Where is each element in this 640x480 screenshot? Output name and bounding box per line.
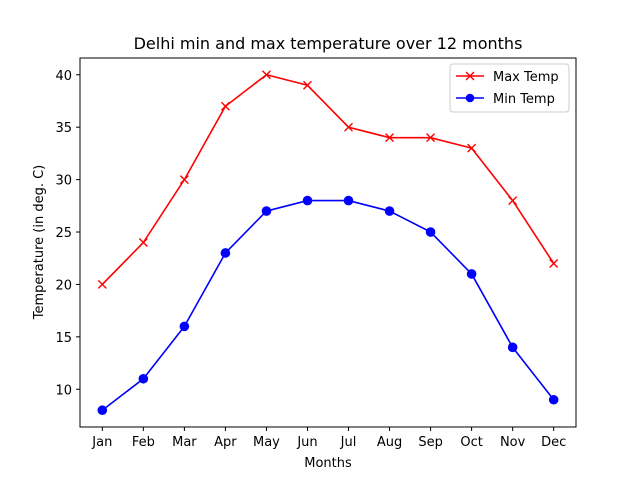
legend-x-marker (465, 71, 475, 81)
y-tick-label: 35 (55, 121, 72, 136)
data-point-x-marker (549, 258, 559, 268)
y-tick-label: 20 (55, 278, 72, 293)
data-point-x-marker (261, 70, 271, 80)
data-point-circle-marker (220, 248, 231, 258)
y-tick-label: 25 (55, 226, 72, 241)
data-point-circle-marker (261, 206, 272, 216)
y-tick-label: 30 (55, 174, 72, 189)
x-tick-label: Jul (340, 435, 357, 450)
data-point-x-marker (508, 196, 518, 206)
x-tick-label: Apr (214, 435, 237, 450)
y-tick-label: 10 (55, 383, 72, 398)
y-tick-label: 15 (55, 331, 72, 346)
data-point-circle-marker (548, 394, 559, 405)
x-tick-label: Feb (132, 435, 155, 450)
data-point-x-marker (467, 143, 477, 153)
chart-title: Delhi min and max temperature over 12 mo… (134, 34, 523, 53)
x-tick-label: Sep (418, 435, 443, 450)
data-point-x-marker (138, 238, 148, 247)
data-point-circle-marker (425, 227, 436, 237)
x-axis-label: Months (304, 456, 352, 471)
data-point-circle-marker (343, 195, 354, 206)
data-point-circle-marker (302, 195, 313, 206)
data-point-x-marker (220, 101, 230, 111)
y-axis-label: Temperature (in deg. C) (32, 165, 47, 320)
legend: Max Temp Min Temp (449, 63, 570, 113)
x-tick-label: Mar (172, 435, 197, 450)
data-point-x-marker (426, 133, 436, 143)
x-tick-label: Jan (91, 435, 112, 450)
data-point-circle-marker (466, 269, 477, 279)
plot-frame (79, 57, 577, 428)
legend-label: Max Temp (493, 70, 559, 85)
data-point-circle-marker (97, 405, 108, 416)
legend-circle-marker (465, 93, 475, 103)
x-tick-label: Nov (500, 435, 526, 450)
x-tick-label: Dec (541, 435, 566, 450)
data-point-x-marker (344, 122, 354, 132)
y-tick-label: 40 (55, 69, 72, 84)
data-point-circle-marker (507, 342, 518, 353)
series-line-0 (101, 73, 555, 285)
x-tick-label: Oct (460, 435, 482, 450)
plot-area: Jan Feb Mar Apr May Jun Jul Aug Sep Oct Nov Dec 10 15… (55, 57, 577, 450)
data-point-x-marker (179, 175, 189, 185)
data-point-circle-marker (384, 206, 395, 216)
data-point-x-marker (97, 279, 107, 289)
data-point-circle-marker (138, 373, 149, 384)
data-point-x-marker (385, 133, 395, 143)
legend-label: Min Temp (493, 92, 555, 107)
x-tick-label: Aug (377, 435, 402, 450)
data-point-x-marker (302, 80, 312, 90)
series-line-1 (101, 199, 555, 411)
x-tick-label: Jun (296, 435, 317, 450)
x-tick-label: May (253, 435, 280, 450)
data-point-circle-marker (179, 321, 190, 332)
